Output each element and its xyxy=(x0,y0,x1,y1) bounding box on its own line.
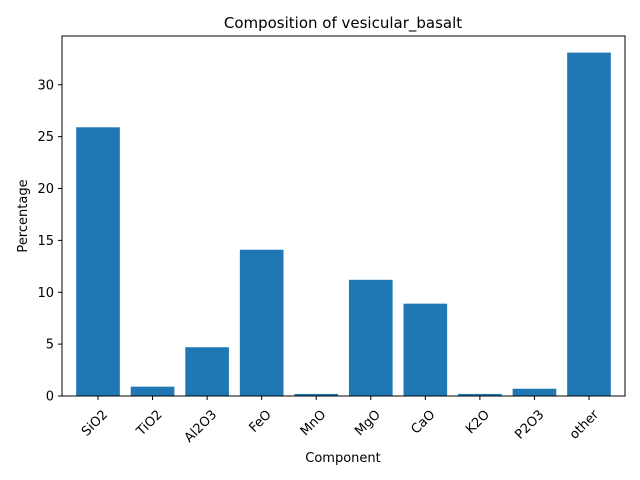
y-axis: 0 5 10 15 20 25 30 xyxy=(37,78,62,405)
y-tick-label: 15 xyxy=(37,234,54,249)
x-tick-label: P2O3 xyxy=(512,407,547,442)
bar-p2o3 xyxy=(512,388,557,396)
bar-other xyxy=(567,52,611,396)
y-tick-label: 0 xyxy=(46,390,54,405)
x-tick-label: CaO xyxy=(408,407,438,437)
x-tick-label: MnO xyxy=(298,407,330,439)
bar-al2o3 xyxy=(185,347,229,396)
x-tick-label: FeO xyxy=(246,407,274,435)
bar-sio2 xyxy=(76,127,120,397)
y-tick-label: 10 xyxy=(37,286,54,301)
x-tick-label: other xyxy=(567,407,603,443)
chart-title: Composition of vesicular_basalt xyxy=(224,14,462,33)
x-tick-label: SiO2 xyxy=(79,407,111,439)
bar-mno xyxy=(294,393,339,396)
y-tick-label: 5 xyxy=(46,338,54,353)
x-tick-label: Al2O3 xyxy=(182,407,220,445)
y-tick-label: 20 xyxy=(37,182,54,197)
x-tick-label: TiO2 xyxy=(133,407,165,439)
x-tick-label: K2O xyxy=(463,407,493,437)
x-axis-label: Component xyxy=(305,451,380,466)
x-axis: SiO2 TiO2 Al2O3 FeO MnO MgO CaO K2O P2O3 other xyxy=(79,396,603,446)
y-axis-label: Percentage xyxy=(16,179,31,252)
x-tick-label: MgO xyxy=(352,407,384,439)
bars-group xyxy=(76,52,611,397)
bar-feo xyxy=(239,249,284,396)
y-tick-label: 25 xyxy=(37,130,54,145)
bar-cao xyxy=(403,303,448,396)
bar-k2o xyxy=(458,393,502,396)
bar-mgo xyxy=(348,279,393,396)
plot-frame xyxy=(61,35,626,397)
y-tick-label: 30 xyxy=(37,78,54,93)
bar-tio2 xyxy=(130,386,175,396)
